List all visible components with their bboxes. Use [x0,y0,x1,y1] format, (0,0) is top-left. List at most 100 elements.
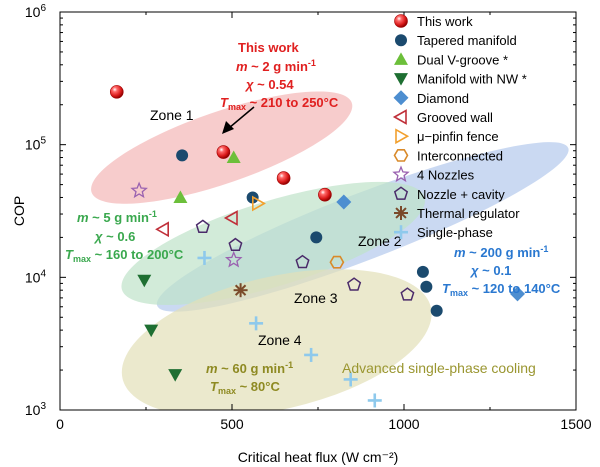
data-point [233,283,248,298]
series-8 [130,181,243,268]
data-point [336,194,352,210]
data-point-stroke [234,284,247,296]
annotation-zone3: m ~ 5 g min-1 χ ~ 0.6 Tmax ~ 160 to 200°… [65,209,184,264]
data-point [130,181,148,199]
legend-label: Grooved wall [417,110,493,125]
data-point [173,190,188,203]
zone-ellipse-3 [121,181,426,306]
green-mass-flow: m ~ 5 g min-1 [77,209,157,225]
data-point [329,255,345,269]
data-point [304,347,319,362]
legend-label: Manifold with NW * [417,72,527,87]
data-point [144,324,159,338]
olive-tmax: Tmax ~ 80°C [210,379,280,396]
data-point [224,250,243,268]
data-points [109,85,525,408]
blue-mass-flow: m ~ 200 g min-1 [454,244,548,260]
data-point [168,369,183,382]
legend-label: Diamond [417,91,469,106]
y-axis-label: COP [11,196,27,226]
legend-label: Nozzle + cavity [417,187,505,202]
series-11 [197,250,382,408]
zone-label-2: Zone 2 [358,233,402,249]
data-point [216,145,231,159]
legend-label: 4 Nozzles [417,168,475,183]
this-work-mass-flow: m ~ 2 g min-1 [236,58,316,74]
data-point [249,316,264,331]
green-quality: χ ~ 0.6 [93,229,135,244]
data-point [252,195,266,212]
legend-marker [394,52,408,65]
legend-marker [395,34,407,47]
series-7 [329,255,345,269]
y-tick-label: 105 [25,136,47,153]
data-point [137,274,152,288]
y-tick-label: 104 [25,268,47,285]
series-6 [252,195,266,212]
data-point [400,287,415,301]
x-tick-label: 500 [220,416,244,432]
series-4 [336,194,525,302]
data-point [223,210,238,226]
legend-marker-stroke [395,207,407,219]
legend-label: Dual V-groove * [417,52,508,67]
data-point [176,149,189,162]
data-point [430,304,443,317]
series-3 [137,274,183,382]
x-tick-label: 1500 [560,416,591,432]
series-10 [233,283,248,298]
data-point [310,231,323,244]
data-point [276,171,291,185]
legend-marker [394,225,408,240]
blue-quality: χ ~ 0.1 [469,263,511,278]
legend-marker [392,165,410,183]
legend-label: This work [417,14,473,29]
x-axis-label: Critical heat flux (W cm⁻²) [238,449,399,465]
data-point [228,237,243,252]
data-point [195,219,210,233]
series-1 [176,149,443,317]
axis-ticks: 0 500 1000 1500 103 104 105 106 [25,3,592,432]
data-point [295,254,310,269]
data-point [318,187,332,202]
data-point [226,150,241,163]
green-tmax: Tmax ~ 160 to 200°C [65,247,184,264]
data-point [155,221,169,238]
x-tick-label: 0 [56,416,64,432]
series-5 [155,210,238,238]
olive-mass-flow: m ~ 60 g min-1 [206,360,293,376]
data-point [416,265,429,278]
zone-label-4: Zone 4 [258,332,302,348]
legend-label: Tapered manifold [417,33,517,48]
data-point [343,372,358,387]
legend-label: Single-phase [417,225,493,240]
annotation-zone4: m ~ 60 g min-1 Tmax ~ 80°C [206,360,293,396]
series-0 [109,85,332,202]
data-point [347,277,362,291]
y-tick-label: 103 [25,401,47,418]
legend-marker [394,14,408,28]
series-2 [173,150,241,203]
zone-label-3: Zone 3 [294,290,338,306]
series-9 [195,219,415,301]
legend-label: Thermal regulator [417,206,520,221]
x-tick-label: 1000 [388,416,419,432]
legend-label: μ−pinfin fence [417,129,499,144]
this-work-title: This work [238,40,299,55]
legend-marker [394,206,408,220]
legend-marker [394,73,408,86]
annotation-zone2: m ~ 200 g min-1 χ ~ 0.1 Tmax ~ 120 to 14… [442,244,561,298]
zone-label-1: Zone 1 [150,107,194,123]
data-point [420,280,433,293]
data-point [510,286,525,302]
legend-marker [392,109,407,125]
legend-marker [393,186,409,200]
legend-label: Interconnected [417,148,503,163]
zone-labels: Zone 1 Zone 2 Zone 3 Zone 4 [150,107,402,348]
annotation-arrow [222,106,255,134]
y-tick-label: 106 [25,3,47,20]
data-point [109,85,124,99]
this-work-quality: χ ~ 0.54 [244,77,294,92]
legend-marker [393,90,409,106]
